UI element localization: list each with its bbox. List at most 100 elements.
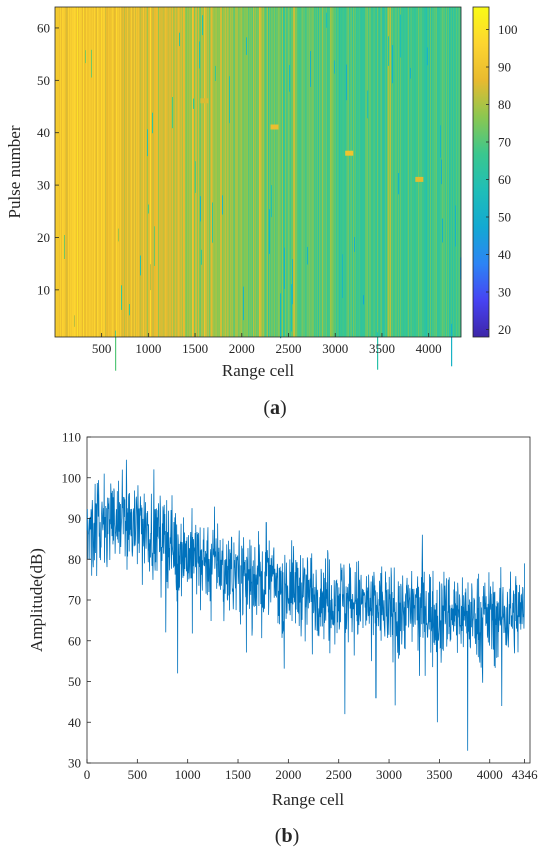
heatmap-column	[294, 7, 296, 337]
heatmap-column	[99, 7, 101, 337]
heatmap-column	[315, 7, 317, 337]
colorbar-tick-label: 30	[498, 285, 511, 300]
line-y-tick-label: 100	[62, 470, 82, 485]
heatmap-column	[199, 7, 201, 337]
heatmap-column	[211, 7, 213, 337]
heatmap-column	[289, 7, 291, 337]
heatmap-column	[181, 7, 183, 337]
amplitude-series-line	[86, 459, 525, 751]
heatmap-column	[220, 7, 222, 337]
heatmap-speckle	[147, 129, 149, 157]
heatmap-column	[71, 7, 73, 337]
heatmap-speckle	[363, 295, 365, 305]
heatmap-column	[391, 7, 393, 337]
heatmap-column	[60, 7, 62, 337]
heatmap-column	[250, 7, 252, 337]
heatmap-speckle	[212, 202, 214, 243]
heatmap-x-tick-label: 1500	[182, 341, 208, 356]
heatmap-column	[449, 7, 451, 337]
heatmap-column	[418, 7, 420, 337]
heatmap-column	[361, 7, 363, 337]
heatmap-column	[378, 7, 380, 337]
heatmap-column	[435, 7, 437, 337]
heatmap-column	[287, 7, 289, 337]
heatmap-column	[154, 7, 156, 337]
heatmap-column	[258, 7, 260, 337]
line-y-tick-label: 110	[62, 430, 81, 445]
heatmap-column	[123, 7, 125, 337]
heatmap-y-ticks: 10 20 30 40 50 60	[37, 20, 59, 297]
heatmap-column	[82, 7, 84, 337]
heatmap-column	[125, 7, 127, 337]
heatmap-column	[120, 7, 122, 337]
heatmap-column	[245, 7, 247, 337]
heatmap-frame	[54, 6, 462, 338]
heatmap-column	[215, 7, 217, 337]
heatmap-column	[251, 7, 253, 337]
heatmap-column	[307, 7, 309, 337]
heatmap-speckle	[326, 12, 328, 28]
heatmap-column	[260, 7, 262, 337]
colorbar-tick-label: 40	[498, 247, 511, 262]
heatmap-column	[343, 7, 345, 337]
heatmap-x-tick-label: 2000	[229, 341, 255, 356]
heatmap-hot-spot	[415, 176, 424, 182]
heatmap-column	[100, 7, 102, 337]
heatmap-column	[116, 7, 118, 337]
heatmap-column	[436, 7, 438, 337]
heatmap-column	[150, 7, 152, 337]
heatmap-column	[79, 7, 81, 337]
heatmap-column	[271, 7, 273, 337]
heatmap-column	[404, 7, 406, 337]
heatmap-y-tick-label: 60	[37, 20, 50, 35]
heatmap-column	[177, 7, 179, 337]
heatmap-column	[234, 7, 236, 337]
heatmap-speckle	[74, 315, 76, 327]
heatmap-column	[178, 7, 180, 337]
heatmap-column	[298, 7, 300, 337]
heatmap-column	[122, 7, 124, 337]
heatmap-speckle	[440, 125, 442, 158]
heatmap-column	[288, 7, 290, 337]
heatmap-column	[72, 7, 74, 337]
heatmap-speckle	[392, 45, 394, 84]
heatmap-column	[409, 7, 411, 337]
line-y-tick-label: 70	[68, 593, 81, 608]
heatmap-column	[140, 7, 142, 337]
heatmap-column	[187, 7, 189, 337]
heatmap-column	[166, 7, 168, 337]
heatmap-column	[204, 7, 206, 337]
heatmap-column	[235, 7, 237, 337]
heatmap-column	[186, 7, 188, 337]
heatmap-column	[146, 7, 148, 337]
heatmap-column	[190, 7, 192, 337]
heatmap-column	[423, 7, 425, 337]
heatmap-column	[295, 7, 297, 337]
heatmap-column	[96, 7, 98, 337]
heatmap-column	[301, 7, 303, 337]
heatmap-x-tick-label: 2500	[276, 341, 302, 356]
heatmap-column	[147, 7, 149, 337]
line-y-tick-label: 90	[68, 511, 81, 526]
heatmap-column	[330, 7, 332, 337]
heatmap-column	[217, 7, 219, 337]
heatmap-column	[453, 7, 455, 337]
heatmap-speckle	[201, 249, 203, 265]
heatmap-columns	[55, 7, 462, 371]
heatmap-column	[148, 7, 150, 337]
heatmap-column	[280, 7, 282, 337]
line-x-tick-label: 500	[128, 767, 148, 782]
heatmap-column	[84, 7, 86, 337]
heatmap-column	[172, 7, 174, 337]
heatmap-column	[87, 7, 89, 337]
heatmap-column	[296, 7, 298, 337]
heatmap-column	[305, 7, 307, 337]
heatmap-speckle	[115, 330, 117, 371]
heatmap-column	[218, 7, 220, 337]
heatmap-column	[395, 7, 397, 337]
heatmap-column	[261, 7, 263, 337]
heatmap-column	[457, 7, 459, 337]
heatmap-column	[176, 7, 178, 337]
line-x-tick-label: 4000	[477, 767, 503, 782]
heatmap-column	[225, 7, 227, 337]
